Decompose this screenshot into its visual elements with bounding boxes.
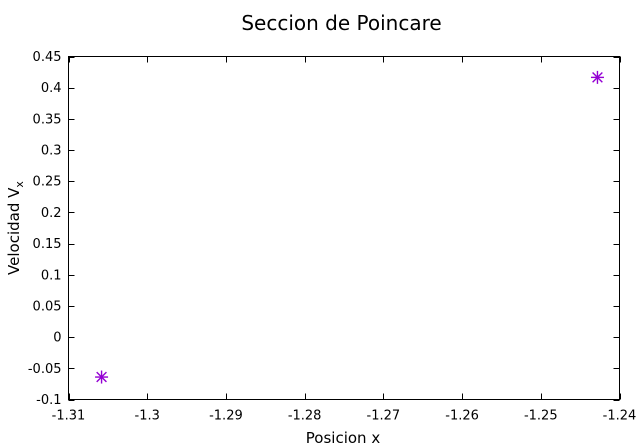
y-tick-label: 0.4 <box>41 81 62 96</box>
y-tick-label: 0 <box>53 331 61 346</box>
y-axis-label-subscript: x <box>13 181 26 188</box>
data-point <box>95 370 109 384</box>
y-tick-label: -0.1 <box>36 393 61 408</box>
x-tick-label: -1.3 <box>135 409 160 424</box>
x-tick-label: -1.29 <box>209 409 243 424</box>
y-tick-label: -0.05 <box>28 362 62 377</box>
y-tick-label: 0.2 <box>41 206 62 221</box>
chart-title: Seccion de Poincare <box>241 11 441 35</box>
y-tick-label: 0.45 <box>33 50 62 65</box>
y-axis-label: Velocidad Vx <box>5 181 26 275</box>
x-tick-label: -1.24 <box>603 409 637 424</box>
data-point <box>590 70 604 84</box>
x-tick-label: -1.27 <box>367 409 401 424</box>
y-tick-label: 0.25 <box>33 175 62 190</box>
y-tick-label: 0.35 <box>33 112 62 127</box>
x-tick-label: -1.26 <box>445 409 479 424</box>
y-tick-label: 0.1 <box>41 268 62 283</box>
y-tick-labels: -0.1 -0.05 0 0.05 0.1 0.15 0.2 0.25 0.3 0.35 0.4 0.… <box>28 50 62 408</box>
plot-frame <box>68 56 620 400</box>
x-tick-label: -1.25 <box>524 409 558 424</box>
x-axis-label: Posicion x <box>306 429 381 447</box>
x-tick-labels: -1.31 -1.3 -1.29 -1.28 -1.27 -1.26 -1.25 -1.24 <box>52 409 637 424</box>
y-tick-label: 0.05 <box>33 299 62 314</box>
y-tick-label: 0.3 <box>41 144 62 159</box>
x-tick-label: -1.31 <box>52 409 86 424</box>
x-tick-label: -1.28 <box>288 409 322 424</box>
y-axis-label-main: Velocidad V <box>5 187 23 275</box>
data-points <box>95 70 604 384</box>
axis-ticks <box>68 56 621 401</box>
y-tick-label: 0.15 <box>33 237 62 252</box>
